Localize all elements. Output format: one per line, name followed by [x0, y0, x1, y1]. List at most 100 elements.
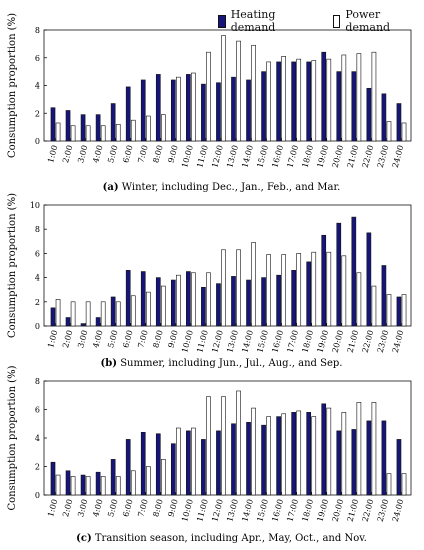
x-tick-label: 16:00 — [270, 329, 285, 354]
y-tick-label: 4 — [35, 274, 40, 283]
x-tick-label: 22:00 — [361, 144, 376, 169]
bar-power — [356, 272, 362, 327]
bar-power — [130, 470, 136, 496]
bar-power — [326, 58, 332, 142]
bar-power — [251, 44, 256, 142]
bar-power — [145, 115, 151, 142]
panel-caption-text: Transition season, including Apr., May, … — [92, 533, 367, 544]
x-tick-label: 19:00 — [316, 144, 331, 169]
x-tick-label: 3:00 — [76, 144, 89, 164]
legend-item-heating: Heating demand — [218, 8, 319, 34]
bar-heating — [50, 461, 56, 496]
bar-heating — [291, 270, 296, 327]
bar-power — [236, 390, 241, 496]
x-tick-label: 13:00 — [225, 144, 240, 169]
bar-heating — [246, 279, 251, 327]
bar-heating — [291, 61, 296, 142]
bar-heating — [231, 76, 236, 142]
bar-power — [371, 51, 377, 142]
x-tick-label: 10:00 — [180, 329, 195, 354]
x-tick-label: 7:00 — [136, 498, 149, 518]
bar-heating — [170, 79, 176, 142]
bar-power — [130, 119, 136, 142]
bar-heating — [351, 429, 357, 496]
x-tick-label: 15:00 — [255, 498, 270, 523]
bar-power — [85, 301, 91, 327]
bar-power — [251, 242, 256, 327]
x-tick-label: 5:00 — [106, 498, 119, 518]
bar-power — [326, 251, 332, 327]
bar-power — [401, 122, 407, 142]
bar-power — [356, 53, 362, 142]
x-tick-label: 3:00 — [76, 329, 89, 349]
x-tick-label: 24:00 — [391, 498, 406, 523]
legend-label-heating: Heating demand — [230, 8, 276, 34]
x-tick-label: 22:00 — [361, 498, 376, 523]
bar-power — [161, 459, 166, 496]
bar-heating — [140, 431, 146, 496]
bar-power — [145, 291, 151, 327]
bar-heating — [351, 216, 357, 327]
x-tick-label: 12:00 — [210, 329, 225, 354]
bar-power — [221, 396, 226, 496]
bar-heating — [125, 439, 131, 496]
chart-panel-2: 0 2 4 6 8 Consumption proportion (%) 1:00 2:00 3… — [7, 365, 412, 544]
bar-power — [221, 35, 226, 142]
bar-heating — [80, 323, 86, 327]
bar-heating — [201, 83, 206, 142]
bar-power — [115, 301, 121, 327]
x-tick-label: 2:00 — [61, 498, 74, 518]
panel-caption-text: Winter, including Dec., Jan., Feb., and … — [119, 182, 341, 193]
y-tick-label: 0 — [35, 322, 40, 331]
x-tick-label: 4:00 — [91, 329, 104, 349]
bar-power — [176, 274, 181, 327]
bar-heating — [246, 422, 251, 496]
x-tick-label: 2:00 — [61, 329, 74, 349]
bar-heating — [246, 79, 251, 142]
x-tick-label: 19:00 — [316, 498, 331, 523]
x-tick-label: 12:00 — [210, 144, 225, 169]
bar-heating — [321, 51, 327, 142]
bar-heating — [80, 114, 86, 142]
bar-power — [326, 407, 332, 496]
x-tick-label: 8:00 — [151, 329, 164, 349]
x-tick-label: 16:00 — [270, 144, 285, 169]
y-tick-label: 6 — [35, 54, 40, 63]
bar-power — [206, 51, 211, 142]
x-tick-label: 15:00 — [255, 329, 270, 354]
legend: Heating demand Power demand — [218, 8, 424, 34]
bar-power — [296, 253, 302, 327]
x-tick-label: 9:00 — [166, 329, 179, 349]
bar-power — [401, 294, 407, 327]
y-tick-label: 4 — [35, 434, 40, 443]
bar-power — [70, 476, 76, 496]
bar-power — [191, 427, 196, 496]
bar-heating — [95, 471, 101, 496]
bar-heating — [216, 82, 221, 142]
bar-power — [221, 249, 226, 327]
x-tick-label: 6:00 — [121, 329, 134, 349]
x-tick-label: 23:00 — [376, 329, 391, 354]
y-axis-label: Consumption proportion (%) — [7, 13, 18, 158]
bar-power — [130, 295, 136, 327]
x-tick-label: 10:00 — [180, 498, 195, 523]
bar-heating — [276, 61, 281, 142]
bar-heating — [261, 277, 266, 327]
bar-power — [386, 121, 392, 142]
x-tick-label: 6:00 — [121, 144, 134, 164]
x-tick-label: 4:00 — [91, 144, 104, 164]
bar-heating — [351, 71, 357, 142]
bar-power — [341, 412, 347, 496]
x-tick-label: 21:00 — [346, 144, 361, 169]
x-tick-label: 17:00 — [285, 498, 300, 523]
x-tick-label: 22:00 — [361, 329, 376, 354]
bar-power — [206, 396, 211, 496]
bar-heating — [110, 459, 116, 496]
bar-heating — [155, 433, 161, 496]
panel-caption-text: Summer, including Jun., Jul., Aug., and … — [117, 358, 342, 369]
x-tick-label: 20:00 — [331, 329, 346, 354]
bar-power — [266, 61, 271, 142]
x-tick-label: 13:00 — [225, 329, 240, 354]
bar-heating — [336, 71, 342, 142]
x-tick-label: 11:00 — [195, 144, 210, 169]
